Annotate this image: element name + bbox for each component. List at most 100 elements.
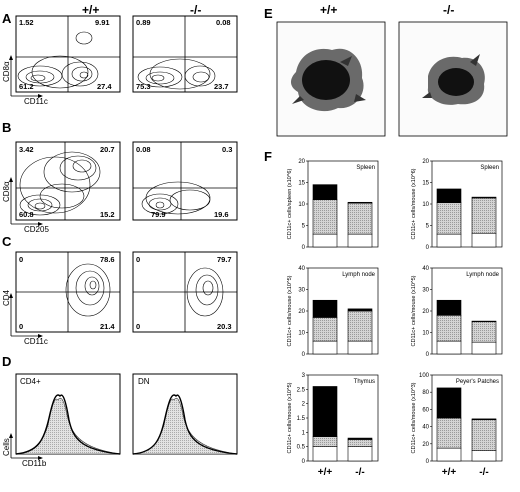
histogram-title-dn: DN [138,377,150,386]
bar-segment-2 [347,202,373,235]
bar-segment-3 [471,418,497,421]
y-tick-label: 20 [422,442,429,448]
y-tick-label: 20 [422,309,429,315]
category-label: +/+ [442,467,457,478]
bar-chart-5: 0 0.5 1 1.5 2 2.5 3 Thymus CD11c+ cells/mouse (x… [287,373,379,478]
genotype-header-ko-e: -/- [443,3,454,17]
chart-y-label: CD11c+ cells/mouse (x10^6) [411,168,417,239]
y-tick-label: 5 [426,224,430,230]
quadrant-c-wt-ur: 78.6 [100,255,115,264]
chart-title: Lymph node [342,272,375,278]
chart-title: Peyer's Patches [456,379,499,385]
bar-segment-2 [347,439,373,447]
bar-chart-4: 0 10 20 30 40 Lymph node CD11c+ cells/mouse (x… [411,266,503,358]
quadrant-a-ko-ul: 0.89 [136,18,151,27]
bar-segment-2 [436,202,462,235]
y-tick-label: 40 [298,266,305,272]
bar-segment-1 [471,232,497,248]
quadrant-b-ko-lr: 19.6 [214,210,229,219]
axis-label-a-y: CD8α [2,61,11,82]
y-tick-label: 40 [422,425,429,431]
chart-y-label: CD11c+ cells/mouse (x10^5) [287,382,293,453]
bar-segment-1 [312,340,338,355]
y-tick-label: 20 [298,309,305,315]
quadrant-a-wt-lr: 27.4 [97,82,112,91]
flow-plot-b-wt [15,141,121,221]
quadrant-b-wt-ur: 20.7 [100,145,115,154]
axis-label-c-x: CD11c [24,337,48,346]
quadrant-c-ko-ur: 79.7 [217,255,232,264]
panel-label-d: D [2,354,11,369]
bar-segment-3 [471,196,497,199]
bar-segment-3 [436,299,462,316]
bar-segment-2 [471,197,497,234]
bar-segment-2 [471,321,497,343]
chart-title: Spleen [480,165,499,171]
y-tick-label: 15 [298,181,305,187]
y-tick-label: 60 [422,407,429,413]
bar-segment-3 [312,184,338,200]
bar-segment-1 [312,446,338,462]
quadrant-c-wt-ul: 0 [19,255,23,264]
chart-y-label: CD11c+ cells/spleen (x10^6) [287,168,293,239]
category-label: -/- [355,467,364,478]
bar-chart-1: 0 5 10 15 20 Spleen CD11c+ cells/spleen (x10^6… [287,159,379,251]
quadrant-b-wt-ul: 3.42 [19,145,34,154]
y-tick-label: 10 [422,202,429,208]
y-tick-label: 15 [422,181,429,187]
quadrant-c-wt-lr: 21.4 [100,322,115,331]
panel-b: B 3.42 20.7 60.8 15.2 CD8α CD205 0.08 0.… [2,120,238,234]
bar-segment-3 [312,299,338,318]
quadrant-b-ko-ll: 79.9 [151,210,166,219]
quadrant-a-wt-ur: 9.91 [95,18,110,27]
quadrant-a-ko-ur: 0.08 [216,18,231,27]
bar-segment-3 [347,437,373,440]
quadrant-c-ko-ul: 0 [136,255,140,264]
axis-label-c-y: CD4 [2,289,11,306]
y-tick-label: 30 [422,288,429,294]
chart-y-label: CD11c+ cells/mouse (x10^5) [411,275,417,346]
quadrant-c-wt-ll: 0 [19,322,23,331]
panel-c: C 0 78.6 0 21.4 CD4 CD11c 0 79.7 0 20.3 [2,234,238,346]
bar-segment-1 [312,233,338,248]
y-tick-label: 1.5 [297,416,306,422]
y-tick-label: 0 [426,245,430,251]
panel-label-a: A [2,11,12,26]
bar-segment-2 [312,436,338,447]
quadrant-a-wt-ul: 1.52 [19,18,34,27]
y-tick-label: 10 [422,331,429,337]
bar-segment-2 [471,419,497,451]
bar-chart-6: 0 20 40 60 80 100 Peyer's Patches CD11c+ cells/… [411,373,503,478]
category-label: -/- [479,467,488,478]
y-tick-label: 1 [302,430,306,436]
cell-image-wt [291,48,366,112]
y-tick-label: 10 [298,331,305,337]
panel-a: A 1.52 9.91 61.2 27.4 CD8α CD11c 0.89 0.… [2,11,238,106]
quadrant-c-ko-ll: 0 [136,322,140,331]
y-tick-label: 2 [302,402,306,408]
y-tick-label: 20 [298,159,305,165]
panel-label-e: E [264,6,273,21]
bar-segment-3 [471,320,497,323]
axis-label-b-y: CD8α [2,181,11,202]
quadrant-b-ko-ur: 0.3 [222,145,232,154]
quadrant-b-wt-ll: 60.8 [19,210,34,219]
bar-segment-1 [471,341,497,355]
axis-label-d-x: CD11b [22,459,47,468]
y-tick-label: 0 [426,459,430,465]
quadrant-b-wt-lr: 15.2 [100,210,115,219]
panel-d: D CD4+ Cells CD11b DN [2,354,238,468]
chart-frame [431,374,503,462]
y-tick-label: 20 [422,159,429,165]
bar-segment-2 [312,317,338,342]
chart-y-label: CD11c+ cells/mouse (x10^3) [411,382,417,453]
y-tick-label: 0.5 [297,445,306,451]
quadrant-b-ko-ul: 0.08 [136,145,151,154]
bar-chart-3: 0 10 20 30 40 Lymph node CD11c+ cells/mouse (x… [287,266,379,358]
bar-segment-2 [436,314,462,342]
panel-label-c: C [2,234,12,249]
chart-title: Lymph node [466,272,499,278]
bar-segment-3 [312,386,338,437]
